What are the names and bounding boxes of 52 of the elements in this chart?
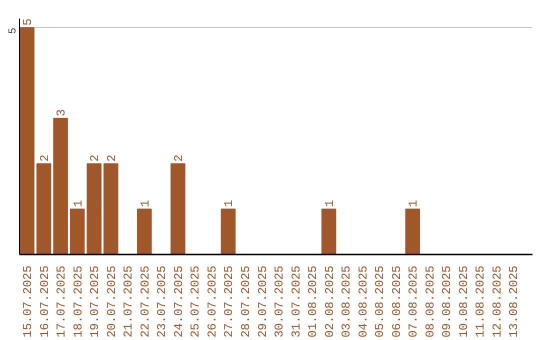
data-label: 3 — [54, 109, 69, 116]
x-tick-label: 10.08.2025 — [456, 265, 471, 338]
x-tick-label: 20.07.2025 — [104, 265, 119, 338]
bar — [137, 208, 152, 254]
x-tick-label: 16.07.2025 — [38, 265, 52, 338]
x-tick-label: 02.08.2025 — [322, 265, 337, 338]
bar — [86, 163, 102, 254]
data-label: 1 — [406, 200, 421, 208]
x-tick-label: 08.08.2025 — [423, 265, 438, 338]
x-tick-label: 23.07.2025 — [155, 265, 170, 338]
data-label: 2 — [104, 154, 119, 162]
x-tick-label: 26.07.2025 — [205, 265, 220, 338]
x-tick-label: 13.08.2025 — [507, 265, 522, 338]
x-tick-label: 25.07.2025 — [188, 265, 203, 338]
x-tick-label: 29.07.2025 — [256, 265, 270, 338]
x-tick-label: 04.08.2025 — [356, 265, 370, 338]
data-label: 1 — [138, 200, 152, 208]
x-tick-label: 24.07.2025 — [172, 265, 186, 338]
x-tick-label: 01.08.2025 — [306, 265, 320, 338]
x-tick-label: 22.07.2025 — [138, 265, 152, 338]
x-tick-label: 09.08.2025 — [440, 265, 454, 338]
data-label: 2 — [38, 154, 52, 162]
x-tick-label: 15.07.2025 — [21, 265, 36, 338]
data-label: 1 — [222, 200, 236, 208]
data-label: 1 — [322, 200, 337, 208]
bar — [405, 208, 420, 254]
x-tick-label: 31.07.2025 — [289, 265, 304, 338]
x-tick-label: 12.08.2025 — [490, 265, 504, 338]
bar — [20, 27, 34, 254]
x-tick-label: 27.07.2025 — [222, 265, 236, 338]
x-tick-label: 17.07.2025 — [54, 265, 69, 338]
bar — [103, 163, 118, 254]
x-tick-label: 06.08.2025 — [390, 265, 404, 338]
x-tick-label: 05.08.2025 — [373, 265, 388, 338]
x-tick-label: 19.07.2025 — [88, 265, 102, 338]
data-label: 2 — [88, 154, 102, 162]
x-tick-label: 21.07.2025 — [122, 265, 136, 338]
bar — [170, 163, 186, 254]
bar — [220, 208, 236, 254]
x-tick-label: 07.08.2025 — [406, 265, 421, 338]
data-label: 1 — [71, 200, 86, 208]
x-tick-label: 18.07.2025 — [71, 265, 86, 338]
x-tick-label: 03.08.2025 — [340, 265, 354, 338]
data-label: 2 — [172, 154, 186, 162]
x-tick-label: 30.07.2025 — [272, 265, 287, 338]
x-tick-label: 11.08.2025 — [474, 265, 488, 338]
bar — [36, 163, 52, 254]
x-tick-label: 28.07.2025 — [238, 265, 253, 338]
bar — [70, 208, 85, 254]
bar — [321, 208, 336, 254]
data-label: 5 — [8, 28, 20, 34]
bar — [53, 118, 68, 254]
